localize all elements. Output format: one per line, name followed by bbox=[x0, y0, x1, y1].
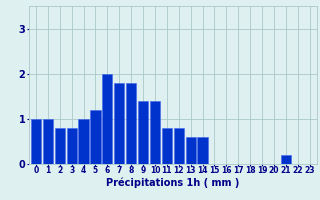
Bar bbox=[31, 119, 41, 164]
Bar bbox=[43, 119, 53, 164]
X-axis label: Précipitations 1h ( mm ): Précipitations 1h ( mm ) bbox=[106, 178, 239, 188]
Bar bbox=[55, 128, 65, 164]
Bar bbox=[114, 83, 124, 164]
Bar bbox=[67, 128, 77, 164]
Bar bbox=[162, 128, 172, 164]
Bar bbox=[138, 101, 148, 164]
Bar bbox=[281, 155, 291, 164]
Bar bbox=[174, 128, 184, 164]
Bar bbox=[126, 83, 136, 164]
Bar bbox=[102, 74, 112, 164]
Bar bbox=[186, 137, 196, 164]
Bar bbox=[150, 101, 160, 164]
Bar bbox=[197, 137, 208, 164]
Bar bbox=[78, 119, 89, 164]
Bar bbox=[90, 110, 100, 164]
